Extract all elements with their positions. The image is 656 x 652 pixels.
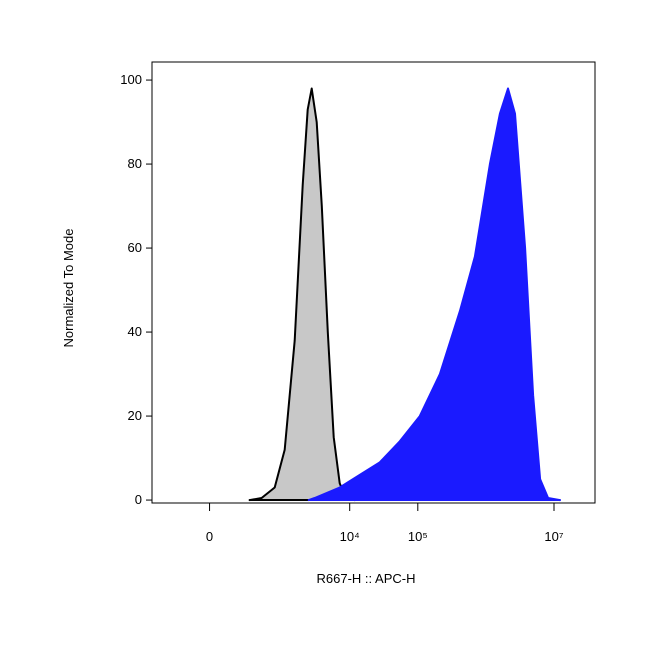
y-tick-label: 20	[128, 408, 142, 423]
y-tick-label: 40	[128, 324, 142, 339]
y-tick-label: 100	[120, 72, 142, 87]
y-tick-label: 80	[128, 156, 142, 171]
x-tick-label: 10⁷	[544, 529, 563, 544]
x-tick-label: 0	[206, 529, 213, 544]
x-tick-label: 10⁴	[340, 529, 360, 544]
x-tick-label: 10⁵	[408, 529, 428, 544]
y-axis-title: Normalized To Mode	[61, 229, 76, 348]
x-axis-title: R667-H :: APC-H	[317, 571, 416, 586]
y-tick-label: 0	[135, 492, 142, 507]
plot-frame	[151, 61, 596, 504]
histogram-area	[307, 87, 561, 502]
y-tick-label: 60	[128, 240, 142, 255]
